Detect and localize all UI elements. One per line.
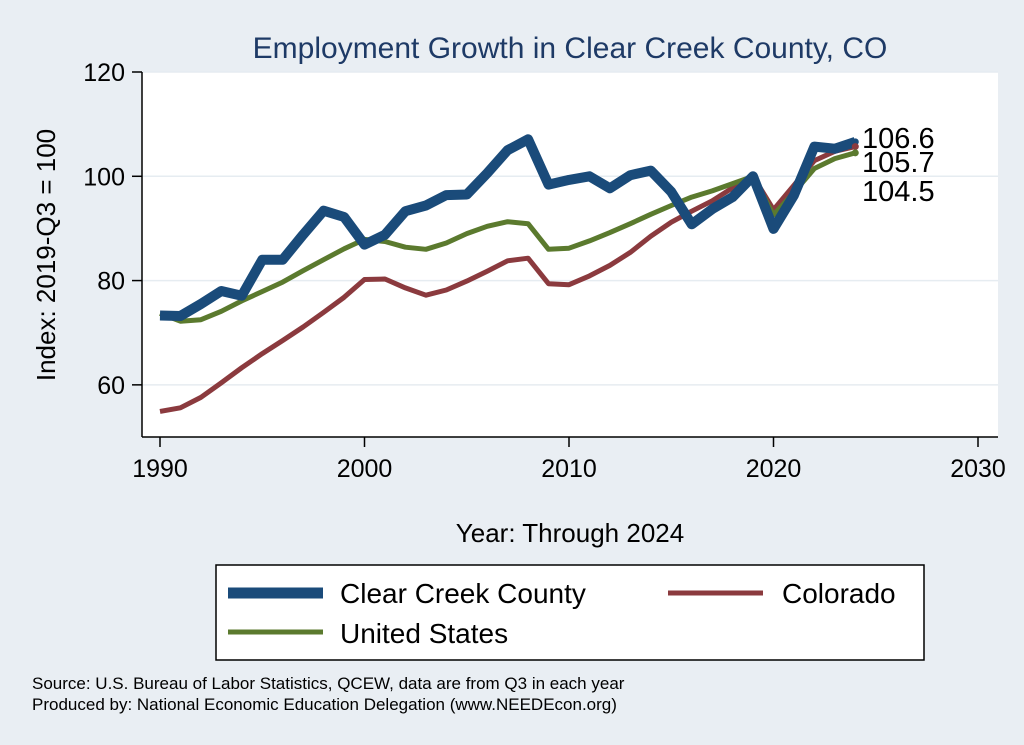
legend-label-colorado: Colorado: [782, 578, 896, 609]
series-line-clear-creek: [159, 134, 857, 321]
x-tick-label-2030: 2030: [950, 455, 1006, 483]
x-tick-label-1990: 1990: [132, 455, 188, 483]
x-tick-label-2020: 2020: [746, 455, 802, 483]
end-marker-colorado: [851, 143, 859, 151]
legend: Clear Creek County Colorado United State…: [215, 564, 925, 661]
end-label-colorado: 105.7: [862, 147, 935, 179]
series-line-united-states: [159, 150, 856, 324]
legend-label-united-states: United States: [340, 618, 508, 649]
chart-title: Employment Growth in Clear Creek County,…: [253, 32, 888, 65]
ticks: 60 80 100 120 1990 2000 2010 2020 2030: [83, 59, 1006, 483]
y-tick-label-60: 60: [97, 372, 125, 400]
y-tick-label-120: 120: [83, 59, 125, 87]
legend-label-clear-creek: Clear Creek County: [340, 578, 586, 609]
legend-box: [215, 564, 925, 661]
y-axis-label: Index: 2019-Q3 = 100: [31, 129, 61, 381]
end-marker-united-states: [851, 149, 859, 157]
y-tick-label-80: 80: [97, 268, 125, 296]
axes: [141, 72, 998, 438]
x-tick-label-2010: 2010: [541, 455, 597, 483]
end-label-united-states: 104.5: [862, 176, 935, 208]
x-tick-label-2000: 2000: [337, 455, 393, 483]
x-axis-label: Year: Through 2024: [456, 518, 684, 548]
producer-note: Produced by: National Economic Education…: [32, 695, 617, 714]
end-label-clear-creek: 106.6: [862, 123, 935, 155]
y-tick-label-100: 100: [83, 163, 125, 191]
series-lines: [159, 134, 859, 414]
source-note: Source: U.S. Bureau of Labor Statistics,…: [32, 674, 625, 693]
